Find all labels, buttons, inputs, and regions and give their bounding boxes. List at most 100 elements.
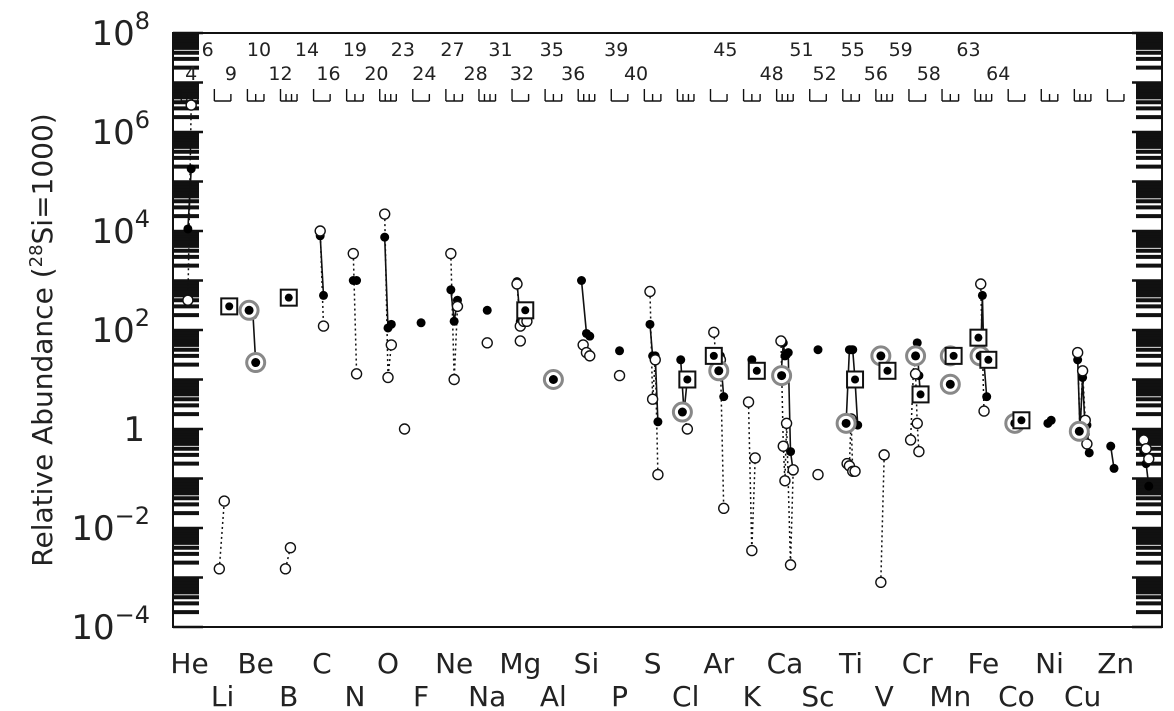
filled-point xyxy=(1144,481,1154,491)
filled-point xyxy=(1046,415,1056,425)
series-lines xyxy=(187,105,1150,583)
filled-point xyxy=(645,319,655,329)
y-tick-label: 104 xyxy=(91,205,150,252)
y-tick-base: 10 xyxy=(71,509,114,549)
filled-point xyxy=(183,224,193,234)
mass-label: 32 xyxy=(510,63,534,85)
y-tick-base: 10 xyxy=(71,608,114,648)
dotted-series-line xyxy=(979,283,985,412)
ringed-point-inner xyxy=(251,358,261,368)
open-point xyxy=(481,337,493,349)
element-label: Ti xyxy=(838,647,863,680)
mass-label: 40 xyxy=(624,63,648,85)
open-point xyxy=(613,369,626,382)
open-point xyxy=(909,368,922,380)
open-point xyxy=(451,300,464,313)
ringed-point-inner xyxy=(777,371,787,381)
mass-label: 51 xyxy=(789,39,813,61)
dotted-series-line xyxy=(880,454,885,583)
element-label: P xyxy=(611,680,628,711)
filled-point xyxy=(982,392,992,402)
mass-label: 12 xyxy=(268,63,292,85)
open-point xyxy=(746,544,758,557)
open-point xyxy=(849,465,861,477)
open-point xyxy=(978,405,990,417)
element-label: Cl xyxy=(672,680,699,711)
filled-point xyxy=(1109,463,1119,473)
open-point xyxy=(185,99,197,111)
y-tick-exponent: 8 xyxy=(135,7,150,35)
y-tick-base: 10 xyxy=(91,14,134,54)
element-label: Cr xyxy=(902,647,934,680)
dotted-series-line xyxy=(218,501,226,569)
element-label: Sc xyxy=(801,680,834,711)
element-label: N xyxy=(344,680,365,711)
open-point xyxy=(350,368,363,380)
y-axis-title-prefix: Relative Abundance ( xyxy=(26,267,59,566)
ringed-point-inner xyxy=(714,366,724,376)
element-label: F xyxy=(413,680,429,711)
mass-label: 63 xyxy=(956,39,980,61)
ringed-point-inner xyxy=(548,375,558,384)
y-tick-base: 1 xyxy=(123,410,145,450)
y-tick-exponent: −2 xyxy=(115,502,150,530)
mass-number-ticks xyxy=(180,89,1125,102)
boxed-point-inner xyxy=(1017,416,1026,425)
element-label: Li xyxy=(211,680,234,711)
y-tick-base: 10 xyxy=(91,113,134,153)
mass-labels: 6 10 14 19 23 27 31 35 39 45 51 55 59 63 4 9 12 16 20 24 28 3… xyxy=(185,39,1010,85)
element-label: Ne xyxy=(435,647,473,680)
mass-label: 31 xyxy=(488,39,512,61)
open-point xyxy=(718,502,730,515)
element-label: Ar xyxy=(703,647,734,680)
mass-label: 10 xyxy=(247,39,271,61)
element-label: K xyxy=(743,680,762,711)
open-point xyxy=(317,320,330,332)
element-label: Zn xyxy=(1097,647,1134,680)
element-label: Na xyxy=(468,680,506,711)
open-point xyxy=(904,434,917,446)
boxed-point-inner xyxy=(883,366,892,375)
element-label: Fe xyxy=(967,647,999,680)
filled-point xyxy=(719,392,729,402)
open-point xyxy=(182,294,194,306)
open-point xyxy=(584,350,596,362)
filled-point xyxy=(783,348,793,358)
element-label: B xyxy=(279,680,298,711)
open-point xyxy=(385,339,398,351)
mass-label: 56 xyxy=(864,63,888,85)
element-label: Mg xyxy=(499,647,541,680)
open-point xyxy=(652,468,664,481)
open-point xyxy=(347,247,359,260)
y-tick-label: 10−2 xyxy=(71,502,150,549)
open-point xyxy=(514,335,527,347)
element-label: Cu xyxy=(1064,680,1101,711)
solid-series-line xyxy=(319,235,325,296)
open-point xyxy=(875,576,887,588)
mass-label: 36 xyxy=(561,63,585,85)
boxed-point-inner xyxy=(709,351,718,360)
solid-series-line xyxy=(580,280,591,337)
element-label: S xyxy=(644,647,662,680)
element-label: Ca xyxy=(767,647,804,680)
filled-point xyxy=(186,164,196,174)
filled-point xyxy=(416,318,426,328)
open-point xyxy=(644,285,656,298)
mass-label: 6 xyxy=(202,39,214,61)
element-labels: He Be C O Ne Mg Si S Ar Ca Ti Cr Fe Ni Zn Li B N F Na Al P Cl K… xyxy=(170,647,1134,711)
dotted-series-line xyxy=(352,253,358,374)
y-tick-exponent: 4 xyxy=(135,205,150,233)
open-point xyxy=(448,373,460,386)
boxed-point-inner xyxy=(521,306,530,315)
filled-point xyxy=(446,285,456,295)
open-point xyxy=(681,423,694,435)
open-point xyxy=(1143,453,1155,465)
y-tick-label: 108 xyxy=(91,7,150,54)
element-label: Be xyxy=(237,647,273,680)
mass-label: 28 xyxy=(464,63,488,85)
mass-label: 55 xyxy=(841,39,865,61)
open-point xyxy=(787,464,799,476)
filled-point xyxy=(482,305,492,315)
